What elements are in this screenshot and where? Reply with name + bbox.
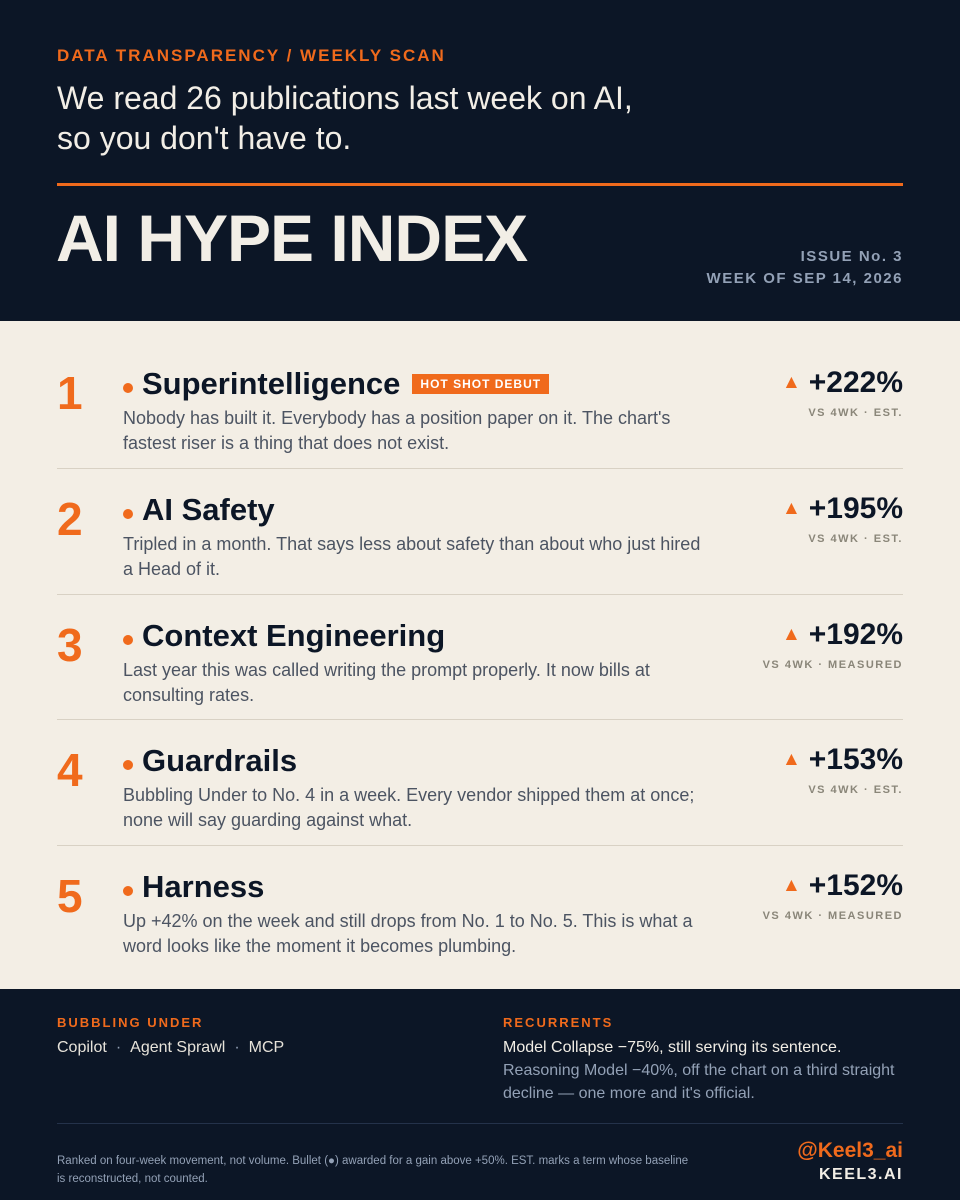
social-handle[interactable]: @Keel3_ai: [797, 1139, 903, 1162]
footer-divider: [57, 1123, 903, 1124]
change-value: ▲ +153%: [782, 743, 903, 777]
term-name: Context Engineering: [142, 614, 445, 658]
recurrents-heading: RECURRENTS: [503, 1015, 614, 1030]
bullet-icon: [123, 760, 133, 770]
row-divider: [57, 468, 903, 469]
up-arrow-icon: ▲: [781, 498, 801, 519]
debut-badge: HOT SHOT DEBUT: [412, 374, 550, 394]
term-description: Nobody has built it. Everybody has a pos…: [123, 408, 671, 453]
term-name: Harness: [142, 865, 264, 909]
change-note: VS 4WK · EST.: [808, 784, 903, 796]
term-label: Context Engineering: [142, 618, 446, 653]
change-percent: +153%: [808, 743, 903, 776]
bubbling-under-list: Copilot · Agent Sprawl · MCP: [57, 1039, 284, 1057]
row-divider: [57, 845, 903, 846]
separator: ·: [234, 1039, 240, 1056]
lede: We read 26 publications last week on AI,…: [57, 78, 857, 158]
term-name: Guardrails: [142, 739, 297, 783]
bullet-icon: [123, 635, 133, 645]
bullet-icon: [123, 886, 133, 896]
term-label: Superintelligence: [142, 366, 401, 401]
term-description: Up +42% on the week and still drops from…: [123, 911, 693, 956]
change-percent: +152%: [808, 869, 903, 902]
change-note: VS 4WK · MEASURED: [762, 659, 903, 671]
rank-number: 3: [57, 619, 83, 671]
change-percent: +222%: [808, 366, 903, 399]
up-arrow-icon: ▲: [781, 624, 801, 645]
lede-line-2: so you don't have to.: [57, 120, 352, 156]
bubbling-item: Copilot: [57, 1039, 107, 1056]
term-name: Superintelligence HOT SHOT DEBUT: [142, 362, 550, 406]
methodology-note: Ranked on four-week movement, not volume…: [57, 1155, 689, 1185]
change-value: ▲ +195%: [782, 492, 903, 526]
term-label: AI Safety: [142, 492, 275, 527]
change-percent: +195%: [808, 492, 903, 525]
change-value: ▲ +222%: [782, 366, 903, 400]
rank-number: 1: [57, 367, 83, 419]
bullet-icon: [123, 383, 133, 393]
bullet-icon: [123, 509, 133, 519]
separator: ·: [115, 1039, 122, 1056]
issue-info: ISSUE No. 3 WEEK OF SEP 14, 2026: [707, 246, 903, 290]
recurrent-item: Model Collapse −75%, still serving its s…: [503, 1039, 842, 1056]
bubbling-item: Agent Sprawl: [130, 1039, 226, 1056]
lede-line-1: We read 26 publications last week on AI,: [57, 80, 633, 116]
rank-number: 4: [57, 744, 83, 796]
row-divider: [57, 719, 903, 720]
issue-week: WEEK OF SEP 14, 2026: [706, 270, 903, 287]
footer: BUBBLING UNDER Copilot · Agent Sprawl · MCP …: [0, 989, 960, 1200]
term-label: Guardrails: [142, 743, 298, 778]
rank-number: 5: [57, 870, 83, 922]
issue-number: ISSUE No. 3: [800, 248, 903, 265]
header-rule: [57, 183, 903, 186]
up-arrow-icon: ▲: [781, 749, 801, 770]
bubbling-under-heading: BUBBLING UNDER: [57, 1015, 204, 1030]
change-percent: +192%: [808, 618, 903, 651]
change-note: VS 4WK · EST.: [808, 407, 903, 419]
change-note: VS 4WK · MEASURED: [762, 910, 903, 922]
up-arrow-icon: ▲: [781, 875, 801, 896]
rank-number: 2: [57, 493, 83, 545]
up-arrow-icon: ▲: [781, 372, 801, 393]
kicker: DATA TRANSPARENCY / WEEKLY SCAN: [57, 46, 446, 65]
header: DATA TRANSPARENCY / WEEKLY SCAN We read …: [0, 0, 960, 321]
recurrent-item: Reasoning Model −40%, off the chart on a…: [503, 1062, 895, 1102]
bubbling-item: MCP: [248, 1039, 285, 1056]
change-note: VS 4WK · EST.: [808, 533, 903, 545]
change-value: ▲ +152%: [782, 869, 903, 903]
term-description: Bubbling Under to No. 4 in a week. Every…: [123, 785, 695, 830]
row-divider: [57, 594, 903, 595]
site-link[interactable]: KEEL3.AI: [818, 1166, 903, 1183]
term-description: Tripled in a month. That says less about…: [123, 534, 701, 579]
term-label: Harness: [142, 869, 265, 904]
recurrents-list: Model Collapse −75%, still serving its s…: [503, 1036, 903, 1105]
term-name: AI Safety: [142, 488, 275, 532]
term-description: Last year this was called writing the pr…: [123, 660, 650, 705]
page-title: AI HYPE INDEX: [56, 201, 528, 275]
ranking-list: 1 Superintelligence HOT SHOT DEBUT Nobody…: [0, 321, 960, 989]
change-value: ▲ +192%: [782, 618, 903, 652]
